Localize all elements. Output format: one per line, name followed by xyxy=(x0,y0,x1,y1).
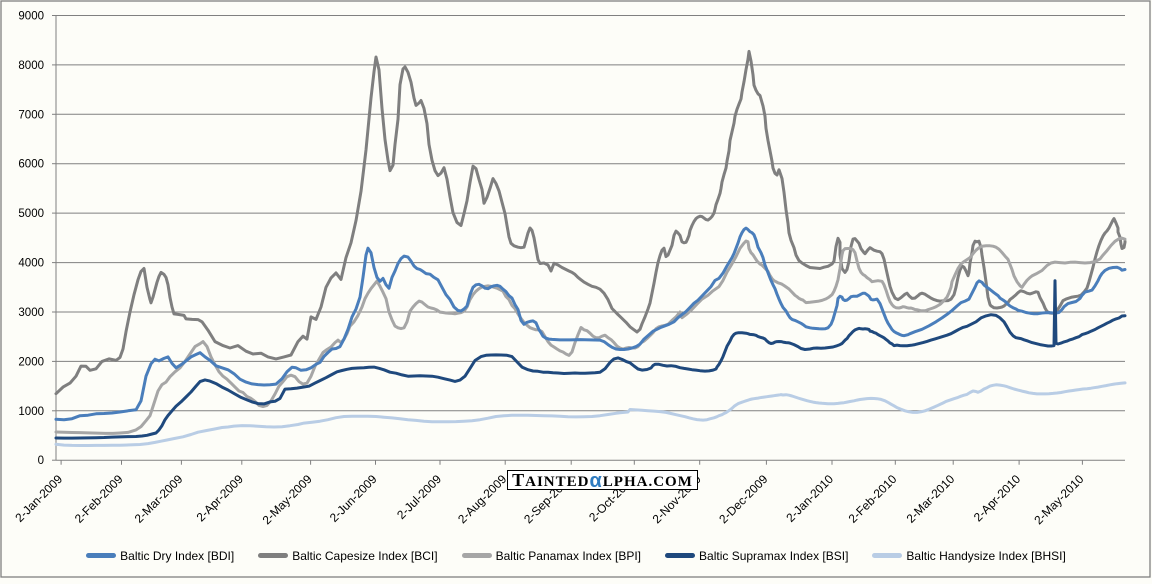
svg-text:2000: 2000 xyxy=(18,356,44,368)
svg-text:9000: 9000 xyxy=(18,11,44,23)
svg-text:0: 0 xyxy=(38,455,44,467)
svg-text:7000: 7000 xyxy=(18,109,44,121)
svg-text:3000: 3000 xyxy=(18,307,44,319)
svg-text:1000: 1000 xyxy=(18,406,44,418)
svg-text:6000: 6000 xyxy=(18,159,44,171)
svg-text:5000: 5000 xyxy=(18,208,44,220)
svg-text:8000: 8000 xyxy=(18,60,44,72)
svg-text:4000: 4000 xyxy=(18,258,44,270)
